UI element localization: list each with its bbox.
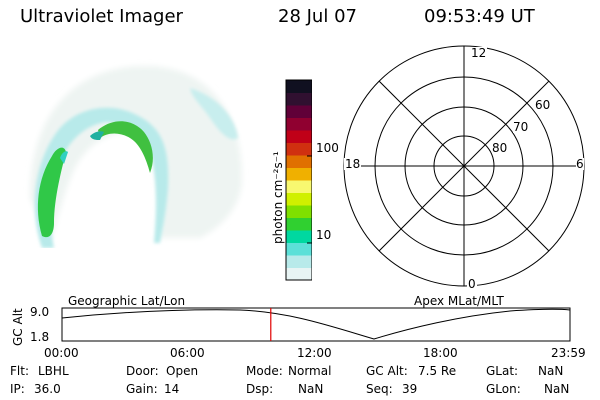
info-door-value: Open <box>166 364 199 378</box>
info-glat-label: GLat: <box>486 364 519 378</box>
colorbar-segment <box>286 167 312 181</box>
info-ip-label: IP: <box>10 382 25 396</box>
aurora-left-arc <box>37 147 66 238</box>
aurora-background-glow <box>30 66 242 243</box>
colorbar-segment <box>286 217 312 231</box>
timeline-y-tick-top: 9.0 <box>30 305 50 319</box>
colorbar-segment <box>286 180 312 193</box>
info-glon-label: GLon: <box>486 382 521 396</box>
colorbar-segment <box>286 192 312 206</box>
info-gcalt-label: GC Alt: <box>366 364 408 378</box>
image-time: 09:53:49 UT <box>424 6 535 27</box>
altitude-curve <box>61 308 571 340</box>
colorbar-segment <box>286 117 312 131</box>
colorbar-segment <box>286 230 312 243</box>
image-date: 28 Jul 07 <box>278 6 357 27</box>
colorbar-segment <box>286 155 312 168</box>
aurora-image <box>30 66 242 248</box>
colorbar-segment <box>286 142 312 156</box>
colorbar-scale <box>285 79 313 281</box>
colorbar-segment <box>286 92 312 106</box>
timeline-right-label: Apex MLat/MLT <box>414 294 504 308</box>
aurora-top-arc <box>98 121 153 173</box>
info-filter-label: Flt: <box>10 364 29 378</box>
colorbar <box>262 70 313 285</box>
colorbar-segment <box>286 255 312 268</box>
timeline-x-tick-1200: 12:00 <box>297 346 332 360</box>
aurora-arc-edge-2 <box>60 151 68 164</box>
colorbar-tick-100: 100 <box>316 141 339 155</box>
timeline-y-tick-bottom: 1.8 <box>30 330 50 344</box>
polar-diagonal-2 <box>378 80 550 252</box>
info-glon-value: NaN <box>544 382 570 396</box>
lat-label-80: 80 <box>492 141 508 155</box>
colorbar-segment <box>286 205 312 218</box>
altitude-timeline[interactable] <box>0 288 600 348</box>
info-filter-value: LBHL <box>38 364 69 378</box>
info-seq-value: 39 <box>402 382 418 396</box>
colorbar-tick-10: 10 <box>316 228 332 242</box>
info-dsp-value: NaN <box>298 382 324 396</box>
polar-grid <box>343 45 585 287</box>
mlt-label-0: 0 <box>467 277 477 291</box>
info-mode-value: Normal <box>288 364 332 378</box>
timeline-x-tick-1800: 18:00 <box>423 346 458 360</box>
timeline-x-tick-0000: 00:00 <box>44 346 79 360</box>
image-title: Ultraviolet Imager <box>20 6 183 27</box>
info-mode-label: Mode: <box>246 364 283 378</box>
info-gain-value: 14 <box>164 382 180 396</box>
colorbar-segment <box>286 242 312 256</box>
lat-label-60: 60 <box>535 98 551 112</box>
aurora-outer-band <box>34 107 169 248</box>
colorbar-unit-label: photon cm⁻²s⁻¹ <box>271 151 285 244</box>
colorbar-segment <box>286 80 312 93</box>
colorbar-segment <box>286 105 312 118</box>
info-door-label: Door: <box>126 364 159 378</box>
colorbar-segment <box>286 267 312 281</box>
colorbar-segment <box>286 130 312 143</box>
lat-label-70: 70 <box>513 120 529 134</box>
info-glat-value: NaN <box>538 364 564 378</box>
mlt-label-18: 18 <box>344 157 362 171</box>
timeline-left-label: Geographic Lat/Lon <box>68 294 186 308</box>
timeline-x-tick-2359: 23:59 <box>551 346 586 360</box>
info-ip-value: 36.0 <box>34 382 61 396</box>
info-dsp-label: Dsp: <box>246 382 274 396</box>
info-gcalt-value: 7.5 Re <box>418 364 457 378</box>
timeline-frame <box>61 307 571 342</box>
mlt-label-12: 12 <box>470 46 488 60</box>
aurora-arc-edge <box>90 131 104 140</box>
mlt-label-6: 6 <box>576 157 584 171</box>
info-gain-label: Gain: <box>126 382 158 396</box>
aurora-dayside-glow <box>190 88 238 140</box>
timeline-x-tick-0600: 06:00 <box>170 346 205 360</box>
info-seq-label: Seq: <box>366 382 393 396</box>
